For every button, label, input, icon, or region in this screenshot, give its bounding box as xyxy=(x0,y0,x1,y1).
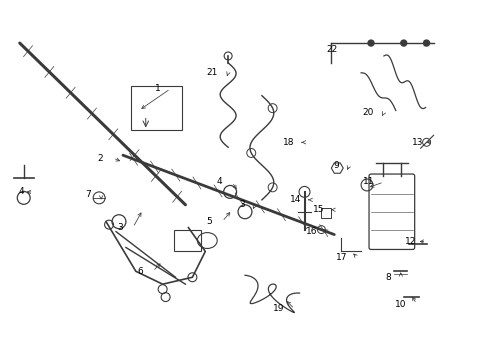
Text: 13: 13 xyxy=(411,138,423,147)
Text: 2: 2 xyxy=(97,154,103,163)
Text: 8: 8 xyxy=(385,273,390,282)
Text: 18: 18 xyxy=(283,138,294,147)
Circle shape xyxy=(367,40,373,46)
Text: 6: 6 xyxy=(137,267,142,276)
Text: 12: 12 xyxy=(405,237,416,246)
Text: 22: 22 xyxy=(325,45,337,54)
Text: 15: 15 xyxy=(312,205,324,214)
Text: 19: 19 xyxy=(273,305,284,314)
Text: 4: 4 xyxy=(18,188,24,197)
Bar xyxy=(173,230,201,251)
Circle shape xyxy=(423,40,428,46)
Circle shape xyxy=(400,40,406,46)
Text: 10: 10 xyxy=(394,300,406,309)
Text: 3: 3 xyxy=(239,200,244,209)
Bar xyxy=(321,208,331,218)
Text: 7: 7 xyxy=(85,190,91,199)
Text: 3: 3 xyxy=(117,223,122,232)
Text: 5: 5 xyxy=(206,217,212,226)
Text: 1: 1 xyxy=(155,84,161,93)
Text: 11: 11 xyxy=(362,177,373,186)
Bar xyxy=(131,86,182,130)
Text: 4: 4 xyxy=(216,177,222,186)
Text: 20: 20 xyxy=(362,108,373,117)
Text: 16: 16 xyxy=(305,227,317,236)
Text: 17: 17 xyxy=(335,253,346,262)
Text: 14: 14 xyxy=(289,195,301,204)
Text: 9: 9 xyxy=(333,161,339,170)
Text: 21: 21 xyxy=(206,68,218,77)
